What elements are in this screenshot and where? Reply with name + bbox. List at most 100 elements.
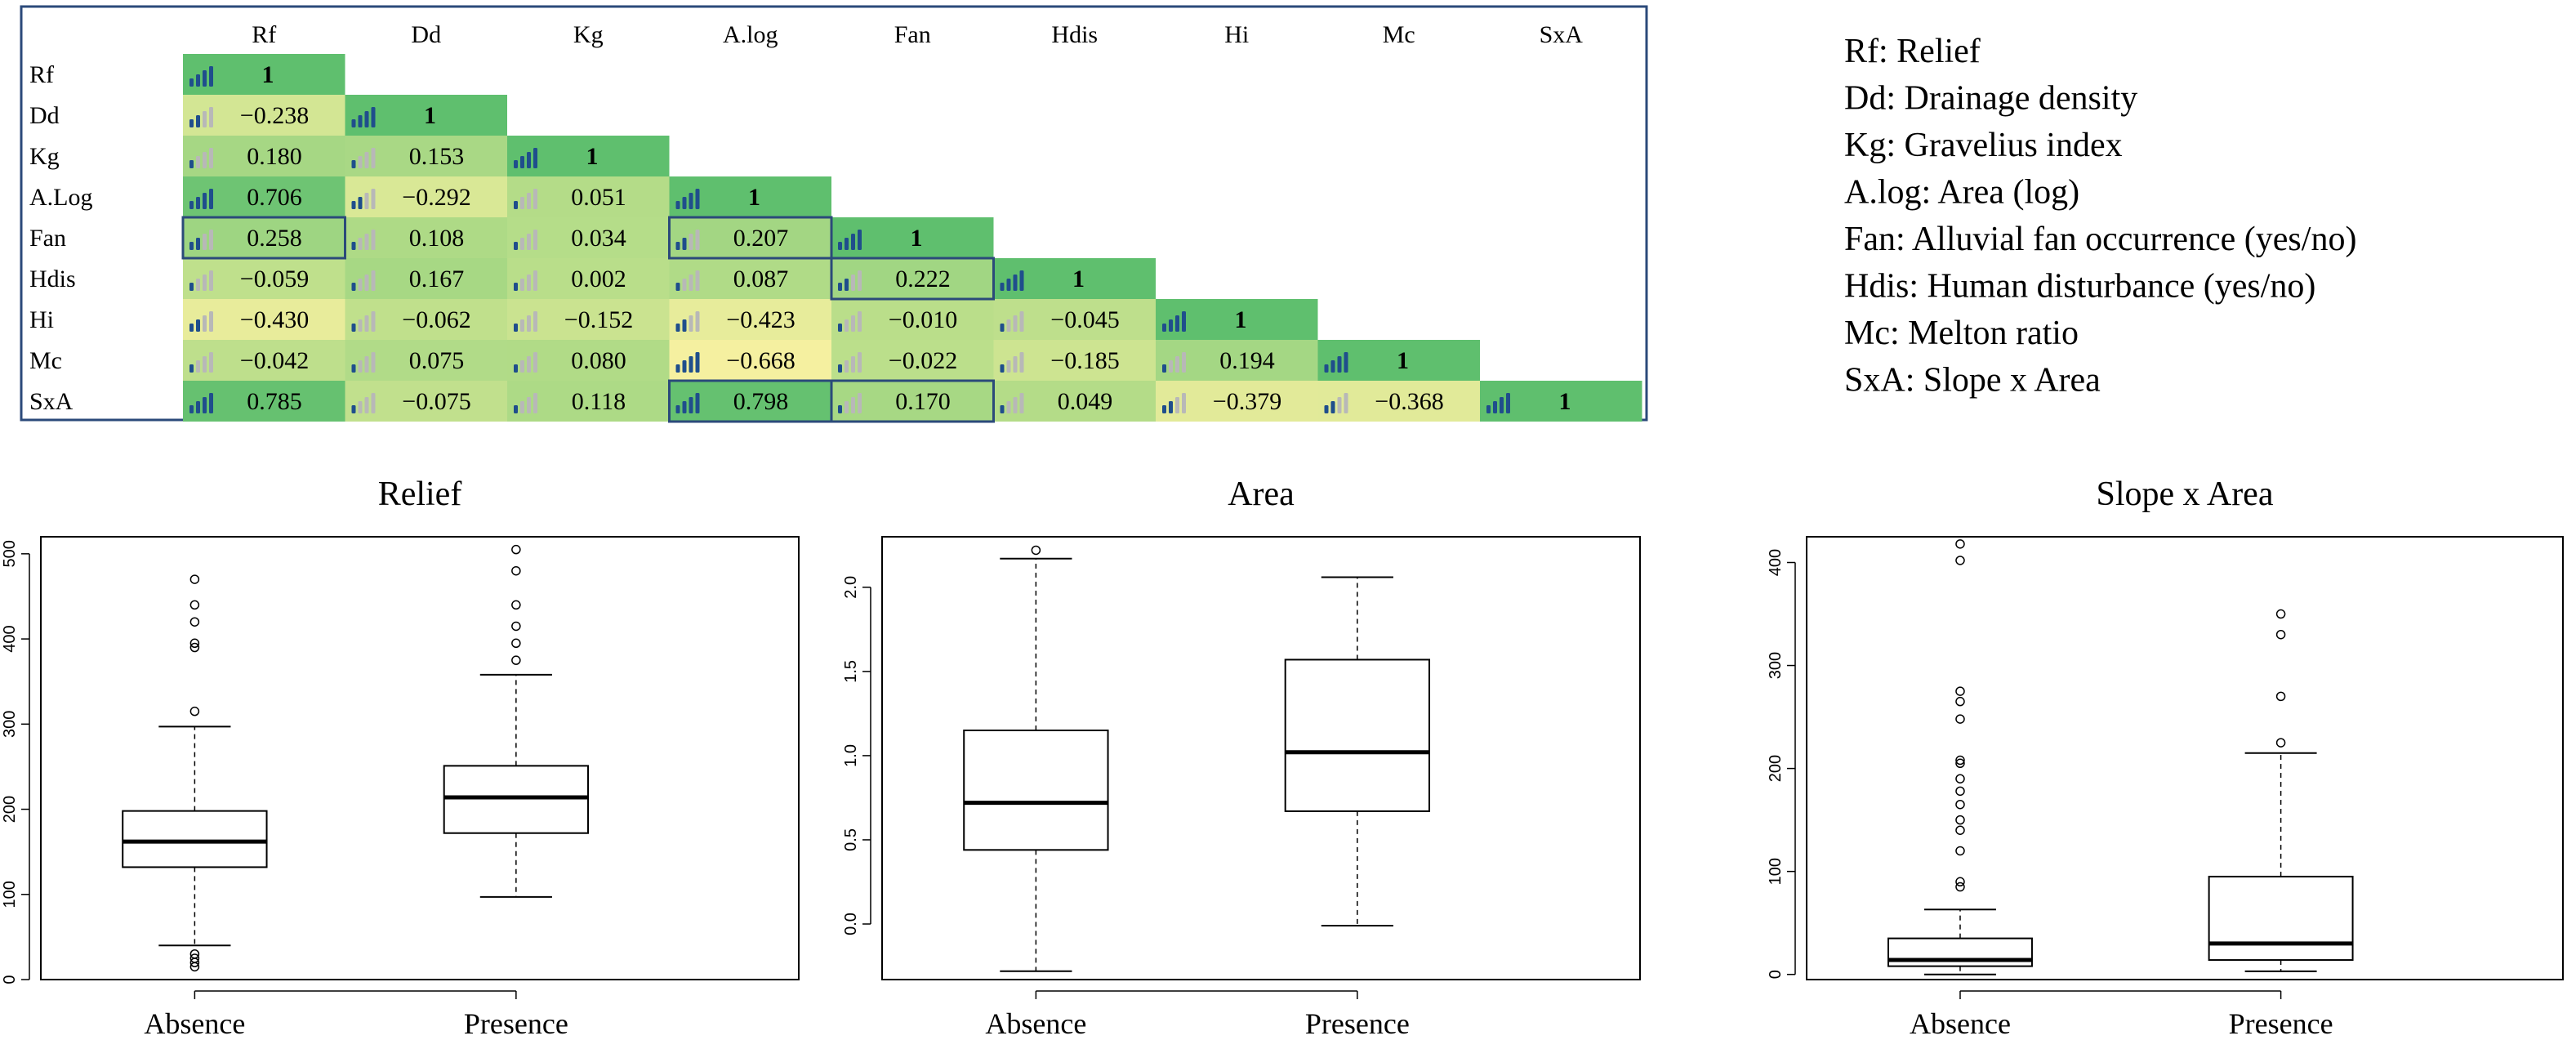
- matrix-cell-value: 0.108: [409, 225, 465, 252]
- strength-bar-icon: [689, 234, 693, 250]
- y-tick-label: 1.0: [842, 744, 860, 767]
- strength-bar-icon: [209, 230, 213, 250]
- strength-bar-icon: [695, 189, 700, 209]
- matrix-column-header: Hdis: [1051, 21, 1098, 48]
- boxplot-panel: Area 0.0 0.5 1.0 1.5 2.0 Absence Presence: [842, 475, 1641, 1040]
- matrix-cell-value: −0.152: [564, 306, 633, 333]
- strength-bar-icon: [1162, 405, 1166, 413]
- strength-bar-icon: [695, 393, 700, 413]
- outlier-point: [1955, 755, 1965, 766]
- outlier-point: [511, 600, 521, 610]
- matrix-row-header: Hi: [29, 306, 54, 333]
- y-tick-label: 300: [1767, 652, 1785, 679]
- strength-bar-icon: [1337, 356, 1342, 373]
- strength-bar-icon: [1500, 397, 1504, 413]
- matrix-column-header: Hi: [1224, 21, 1249, 48]
- strength-bar-icon: [858, 393, 862, 413]
- strength-bar-icon: [689, 193, 693, 209]
- matrix-cell-value: 1: [262, 61, 274, 88]
- strength-bar-icon: [675, 364, 680, 373]
- outlier-point: [1955, 882, 1965, 892]
- strength-bar-icon: [358, 401, 363, 413]
- strength-bar-icon: [371, 148, 376, 168]
- strength-bar-icon: [851, 234, 855, 250]
- strength-bar-icon: [371, 230, 376, 250]
- matrix-cell-value: 0.798: [733, 388, 789, 415]
- strength-bar-icon: [351, 119, 356, 127]
- matrix-column-header: SxA: [1540, 21, 1584, 48]
- strength-bar-icon: [371, 393, 376, 413]
- strength-bar-icon: [209, 189, 213, 209]
- strength-bar-icon: [358, 319, 363, 332]
- strength-bar-icon: [196, 156, 200, 168]
- y-tick-label: 300: [1, 711, 19, 738]
- boxplot-panel: Slope x Area 0 100 200 300 400 Absence Presence: [1767, 475, 2564, 1040]
- x-tick-label: Absence: [985, 1007, 1086, 1040]
- matrix-column-header: A.log: [723, 21, 778, 48]
- strength-bar-icon: [1006, 401, 1011, 413]
- strength-bar-icon: [203, 275, 207, 291]
- strength-bar-icon: [520, 319, 524, 332]
- strength-bar-icon: [1019, 352, 1024, 373]
- y-tick-label: 100: [1767, 858, 1785, 885]
- strength-bar-icon: [364, 397, 369, 413]
- strength-bar-icon: [1175, 397, 1179, 413]
- y-tick-label: 0: [1, 975, 19, 984]
- outlier-point: [1955, 786, 1965, 797]
- matrix-cell-value: −0.022: [889, 347, 957, 374]
- legend-entry: SxA: Slope x Area: [1844, 362, 2101, 400]
- plot-title: Area: [1228, 475, 1295, 513]
- matrix-cell-value: −0.379: [1213, 388, 1281, 415]
- strength-bar-icon: [675, 201, 680, 209]
- strength-bar-icon: [675, 405, 680, 413]
- matrix-cell-value: 0.049: [1058, 388, 1113, 415]
- outlier-point: [511, 655, 521, 665]
- strength-bar-icon: [1486, 405, 1491, 413]
- strength-bar-icon: [838, 242, 842, 250]
- y-tick-label: 0.0: [842, 913, 860, 935]
- matrix-row-header: Hdis: [29, 266, 76, 292]
- strength-bar-icon: [1013, 397, 1018, 413]
- outlier-point: [1955, 846, 1965, 856]
- strength-bar-icon: [1013, 315, 1018, 332]
- strength-bar-icon: [358, 115, 363, 127]
- outlier-point: [1955, 758, 1965, 769]
- strength-bar-icon: [209, 107, 213, 127]
- strength-bar-icon: [1162, 364, 1166, 373]
- y-tick-label: 200: [1, 796, 19, 823]
- iqr-box: [1284, 658, 1431, 812]
- strength-bar-icon: [838, 364, 842, 373]
- strength-bar-icon: [520, 279, 524, 291]
- outlier-point: [1955, 825, 1965, 835]
- matrix-row-header: Mc: [29, 347, 62, 374]
- strength-bar-icon: [514, 160, 518, 168]
- strength-bar-icon: [838, 405, 842, 413]
- strength-bar-icon: [364, 111, 369, 127]
- strength-bar-icon: [351, 201, 356, 209]
- matrix-cell-value: 0.180: [247, 143, 302, 170]
- outlier-point: [2275, 691, 2286, 702]
- matrix-cell-highlight: [181, 216, 346, 260]
- strength-bar-icon: [1000, 324, 1005, 332]
- strength-bar-icon: [189, 405, 194, 413]
- strength-bar-icon: [351, 242, 356, 250]
- strength-bar-icon: [1324, 364, 1329, 373]
- outlier-point: [1955, 799, 1965, 810]
- y-tick-label: 0.5: [842, 828, 860, 851]
- x-tick-label: Presence: [464, 1007, 568, 1040]
- outlier-point: [189, 953, 200, 963]
- y-tick-label: 1.5: [842, 660, 860, 683]
- strength-bar-icon: [196, 319, 200, 332]
- outlier-point: [189, 949, 200, 959]
- strength-bar-icon: [1182, 352, 1186, 373]
- strength-bar-icon: [189, 364, 194, 373]
- plot-frame: [1806, 536, 2564, 980]
- outlier-point: [1955, 815, 1965, 825]
- strength-bar-icon: [533, 189, 537, 209]
- strength-bar-icon: [527, 275, 531, 291]
- strength-bar-icon: [209, 148, 213, 168]
- matrix-cell-value: 1: [1072, 266, 1085, 292]
- strength-bar-icon: [203, 111, 207, 127]
- strength-bar-icon: [845, 319, 849, 332]
- strength-bar-icon: [189, 160, 194, 168]
